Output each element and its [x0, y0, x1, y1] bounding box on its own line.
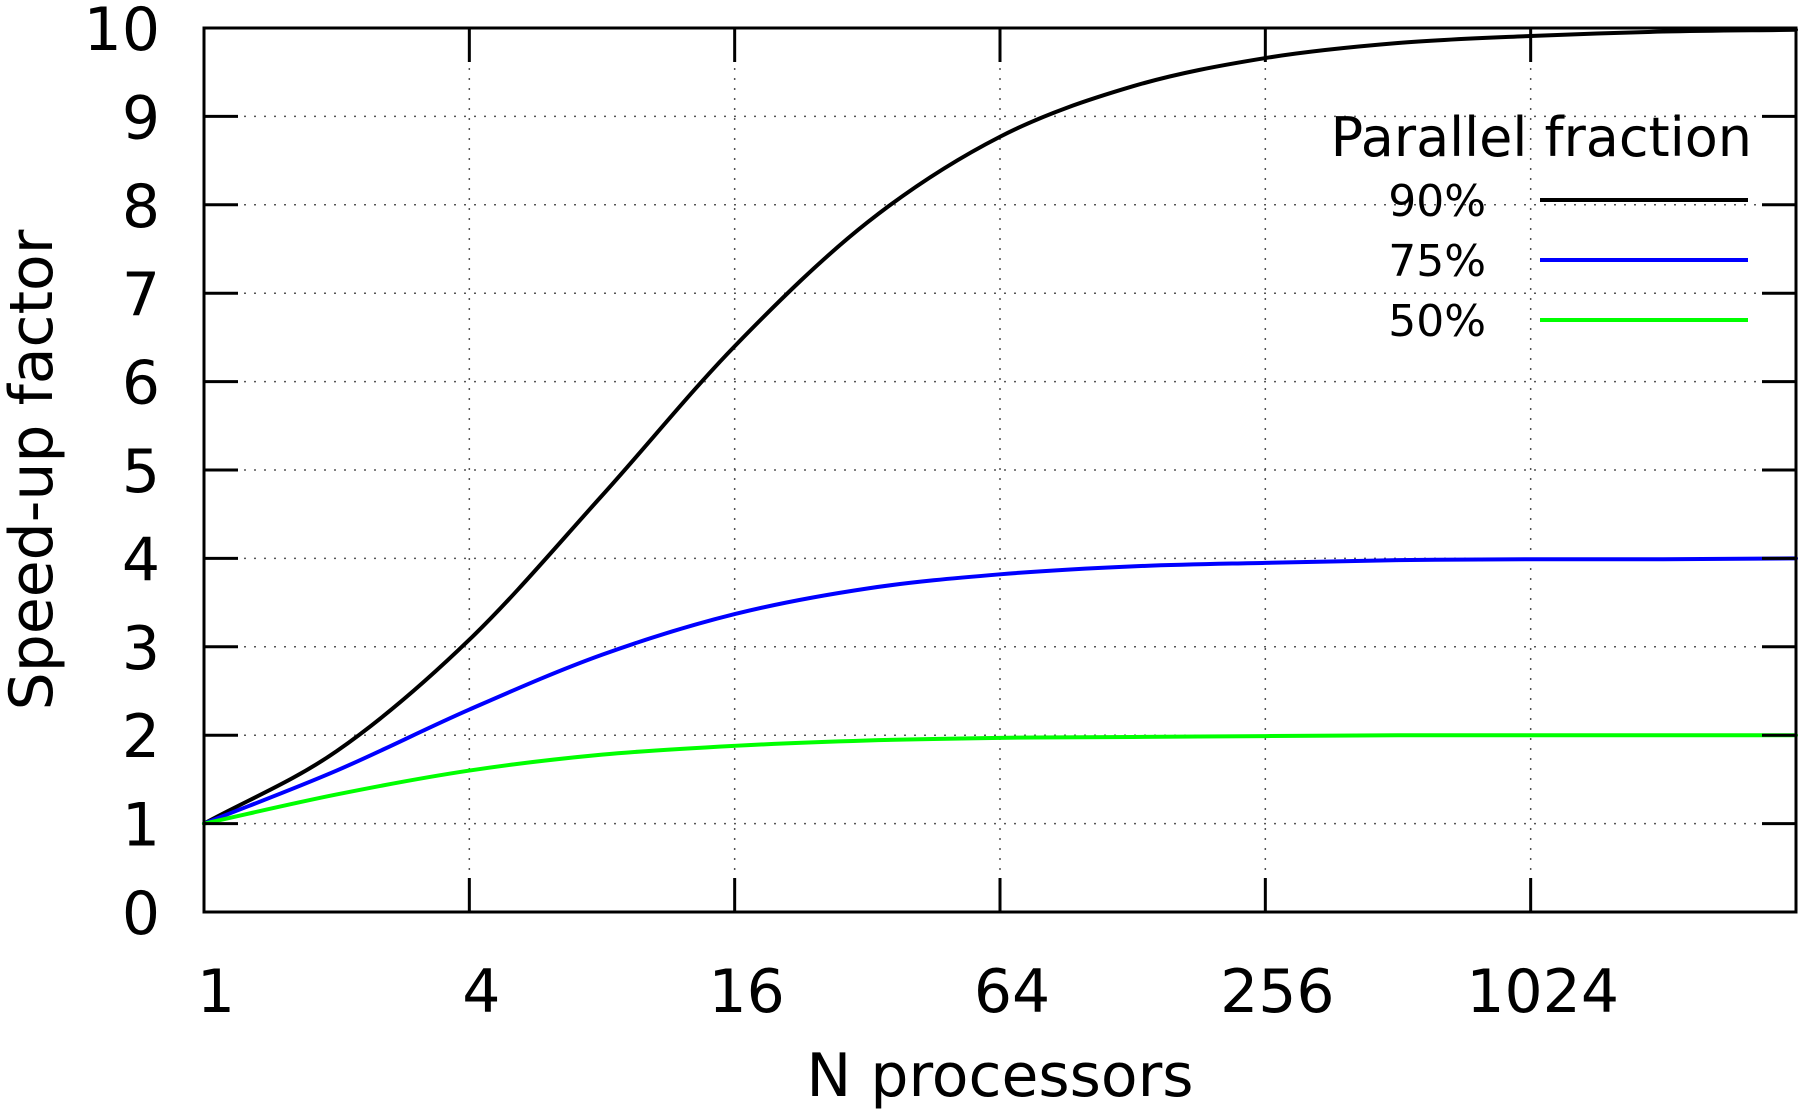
x-tick-label: 64 [974, 957, 1050, 1027]
y-axis-label: Speed-up factor [0, 229, 67, 710]
grid [204, 28, 1796, 912]
x-tick-label: 1024 [1466, 957, 1619, 1027]
y-tick-label: 8 [122, 172, 160, 242]
y-tick-label: 9 [122, 83, 160, 153]
y-tick-label: 7 [122, 260, 160, 330]
series-lines [202, 27, 1798, 826]
legend: Parallel fraction 90% 75% 50% [1331, 106, 1752, 347]
y-tick-label: 10 [84, 0, 160, 65]
y-tick-label: 3 [122, 614, 160, 684]
series-line-90pct [202, 27, 1798, 826]
x-tick-label: 256 [1220, 957, 1335, 1027]
series-line-75pct [202, 556, 1798, 826]
series-line-50pct [202, 733, 1798, 826]
x-tick-label: 4 [462, 957, 500, 1027]
x-tick-label: 16 [708, 957, 784, 1027]
legend-title: Parallel fraction [1331, 106, 1752, 169]
x-axis-label: N processors [806, 1041, 1193, 1110]
y-tick-label: 6 [122, 349, 160, 419]
y-tick-label: 5 [122, 437, 160, 507]
y-tick-label: 2 [122, 702, 160, 772]
legend-entry-label: 75% [1388, 236, 1486, 287]
y-tick-label: 4 [122, 525, 160, 595]
legend-entry-label: 50% [1388, 296, 1486, 347]
legend-entry-label: 90% [1388, 176, 1486, 227]
legend-items: 90% 75% 50% [1388, 176, 1748, 347]
x-tick-label: 1 [197, 957, 235, 1027]
y-tick-label: 1 [122, 791, 160, 861]
y-tick-label: 0 [122, 879, 160, 949]
